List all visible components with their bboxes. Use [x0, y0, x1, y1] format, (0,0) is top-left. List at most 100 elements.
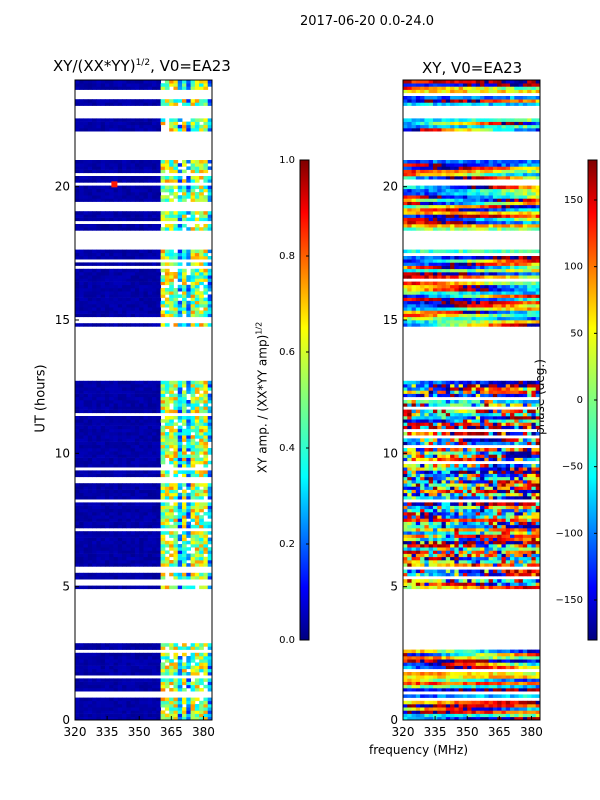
right-heat-cell [432, 665, 438, 670]
left-heat-cell [92, 102, 97, 106]
left-heat-cell [143, 643, 149, 647]
left-heat-feature [111, 181, 118, 188]
left-heat-cell [177, 534, 183, 538]
left-heat-cell [199, 118, 204, 122]
left-heat-cell [139, 422, 144, 426]
left-heat-cell [182, 384, 187, 388]
left-heat-cell [100, 166, 106, 170]
left-heat-cell [126, 403, 132, 407]
left-heat-cell [139, 515, 144, 519]
left-heat-cell [156, 304, 162, 308]
right-heat-cell [420, 550, 425, 554]
left-heat-cell [207, 380, 212, 385]
right-heat-cell [445, 672, 451, 676]
left-heat-cell [87, 665, 93, 670]
right-heat-cell [522, 582, 528, 586]
left-heat-cell [79, 656, 84, 660]
right-heat-cell [480, 550, 485, 554]
right-heat-cell [488, 585, 494, 590]
left-heat-cell [160, 656, 166, 660]
right-heat-cell [492, 563, 498, 567]
left-heat-cell [143, 224, 149, 228]
left-heat-cell [147, 470, 153, 474]
left-heat-cell [96, 390, 102, 394]
left-heat-cell [113, 121, 119, 126]
left-heat-cell [199, 294, 204, 298]
left-heat-cell [182, 448, 187, 452]
left-heat-cell [147, 249, 153, 254]
left-heat-cell [92, 300, 97, 305]
left-heat-cell [182, 179, 187, 183]
left-heat-cell [194, 643, 200, 647]
left-heat-cell [130, 444, 136, 449]
left-heat-cell [156, 294, 162, 298]
left-heat-cell [147, 224, 153, 228]
right-heat-cell [428, 560, 434, 564]
left-heat-cell [117, 281, 123, 286]
left-heat-cell [139, 124, 144, 129]
left-heat-cell [75, 249, 80, 254]
right-heat-cell [445, 512, 451, 516]
left-heat-cell [207, 323, 212, 327]
left-heat-cell [194, 524, 200, 529]
right-heat-cell [415, 553, 421, 558]
right-heat-cell [403, 524, 408, 529]
left-heat-cell [109, 278, 114, 282]
right-heat-cell [488, 540, 494, 545]
left-heat-cell [109, 384, 114, 388]
left-heat-cell [169, 272, 174, 276]
left-heat-cell [100, 252, 106, 257]
left-heat-cell [186, 307, 191, 311]
left-heat-cell [75, 441, 80, 446]
right-heat-cell [471, 563, 477, 567]
right-heat-cell [497, 547, 502, 551]
left-heat-cell [190, 470, 196, 474]
left-heat-cell [160, 323, 166, 327]
left-heat-cell [143, 121, 149, 126]
left-heat-cell [87, 214, 93, 218]
left-heat-cell [87, 707, 93, 711]
left-heat-cell [182, 249, 187, 254]
left-heat-cell [156, 681, 162, 686]
left-heat-cell [130, 86, 136, 90]
left-heat-cell [83, 678, 89, 682]
left-heat-cell [152, 284, 157, 289]
left-heat-cell [104, 409, 110, 414]
left-heat-cell [92, 515, 97, 519]
right-heat-cell [527, 681, 532, 686]
left-heat-cell [122, 118, 127, 122]
left-heat-cell [203, 665, 209, 670]
left-heat-cell [156, 227, 162, 231]
left-heat-cell [207, 304, 212, 308]
left-heat-cell [122, 275, 127, 279]
right-heat-cell [424, 681, 430, 686]
left-heat-cell [117, 531, 123, 535]
left-heat-cell [122, 281, 127, 286]
right-heat-cell [505, 540, 511, 545]
right-heat-cell [535, 524, 540, 529]
left-heat-cell [173, 656, 179, 660]
left-heat-cell [109, 470, 114, 474]
left-heat-cell [130, 464, 136, 468]
right-heat-cell [488, 659, 494, 663]
right-heat-cell [420, 684, 425, 689]
right-heat-cell [415, 528, 421, 532]
right-heat-cell [445, 716, 451, 720]
left-heat-cell [117, 400, 123, 404]
right-heat-cell [415, 518, 421, 522]
left-heat-cell [75, 492, 80, 497]
left-heat-cell [199, 387, 204, 391]
left-heat-cell [92, 169, 97, 174]
left-heat-cell [164, 518, 170, 522]
right-heat-cell [527, 713, 532, 718]
right-heat-cell [407, 537, 412, 542]
left-heat-cell [182, 547, 187, 551]
left-heat-cell [190, 457, 196, 462]
right-heat-cell [522, 659, 528, 663]
left-heat-cell [152, 444, 157, 449]
right-heat-cell [480, 700, 485, 705]
left-heat-cell [152, 275, 157, 279]
right-heat-cell [445, 585, 451, 590]
left-heat-cell [156, 291, 162, 295]
left-heat-cell [75, 473, 80, 478]
